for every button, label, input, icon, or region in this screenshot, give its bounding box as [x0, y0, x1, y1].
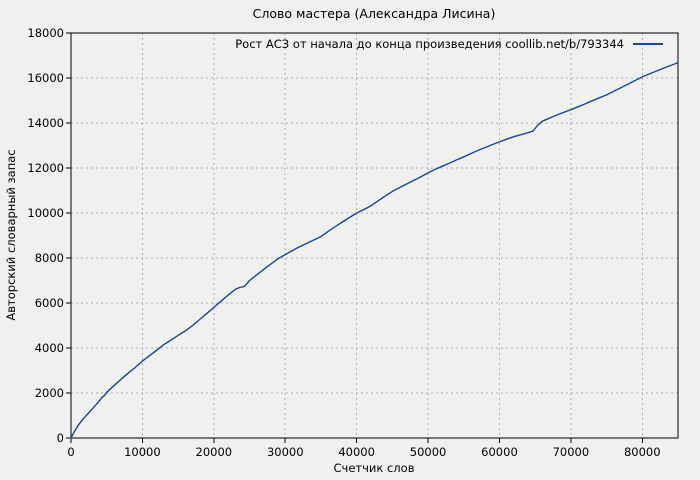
y-tick-label: 18000 [27, 26, 64, 40]
x-axis-label: Счетчик слов [333, 461, 415, 475]
legend: Рост АСЗ от начала до конца произведения… [235, 37, 663, 51]
x-tick-label: 80000 [623, 445, 661, 459]
x-tick-label: 20000 [195, 445, 233, 459]
chart-title: Слово мастера (Александра Лисина) [252, 6, 496, 21]
y-tick-label: 10000 [27, 206, 64, 220]
plot-border [70, 32, 679, 439]
y-tick-label: 4000 [34, 341, 64, 355]
y-tick-label: 12000 [27, 161, 64, 175]
x-tick-label: 30000 [266, 445, 304, 459]
y-tick-label: 0 [56, 431, 64, 445]
y-tick-label: 14000 [27, 116, 64, 130]
x-tick-label: 40000 [338, 445, 375, 459]
series-line [70, 62, 679, 439]
legend-label: Рост АСЗ от начала до конца произведения… [235, 37, 624, 51]
y-tick-label: 16000 [27, 71, 64, 85]
x-tick-label: 0 [67, 445, 75, 459]
x-tick-label: 70000 [552, 445, 590, 459]
x-tick-label: 10000 [124, 445, 161, 459]
x-tick-label: 50000 [409, 445, 447, 459]
y-axis-label: Авторский словарный запас [4, 149, 18, 321]
y-tick-label: 6000 [34, 296, 64, 310]
x-tick-label: 60000 [481, 445, 518, 459]
y-tick-label: 2000 [34, 386, 64, 400]
y-tick-label: 8000 [34, 251, 64, 265]
legend-line-sample [633, 43, 663, 45]
